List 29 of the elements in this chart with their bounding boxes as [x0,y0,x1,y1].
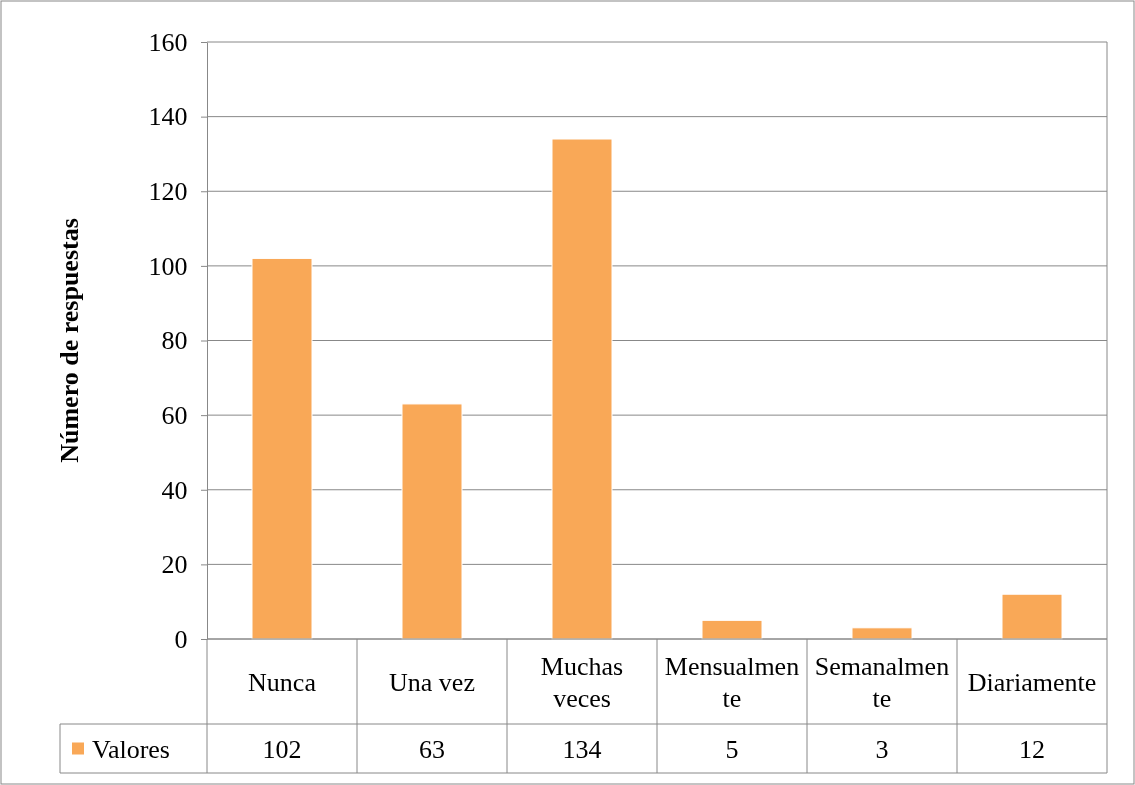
data-label: 134 [562,734,602,764]
y-tick-label: 120 [148,177,188,207]
y-tick-label: 140 [148,102,188,132]
y-tick-label: 100 [148,251,188,281]
y-tick-label: 160 [148,27,188,57]
x-tick-label: Diariamente [967,667,1097,697]
bar [701,619,763,640]
data-label: 102 [262,734,302,764]
x-tick-label: Semanalmente [814,651,950,713]
x-tick-label: Una vez [389,667,475,697]
data-label: 63 [419,734,445,764]
x-tick-label: Muchas veces [540,651,624,713]
bar [551,138,613,640]
bar [401,403,463,640]
y-tick-label: 60 [161,400,188,430]
data-label: 5 [725,734,739,764]
bar [251,257,313,640]
legend-label: Valores [92,734,170,764]
data-label: 3 [875,734,889,764]
x-tick-label: Nunca [248,667,317,697]
y-axis-title: Número de respuestas [55,218,84,463]
data-label: 12 [1019,734,1045,764]
y-tick-label: 0 [174,624,188,654]
y-tick-label: 20 [161,550,188,580]
y-tick-label: 80 [161,326,188,356]
x-tick-label: Mensualmente [664,651,800,713]
bar [1001,593,1063,640]
bar [851,627,913,640]
y-tick-label: 40 [161,475,188,505]
